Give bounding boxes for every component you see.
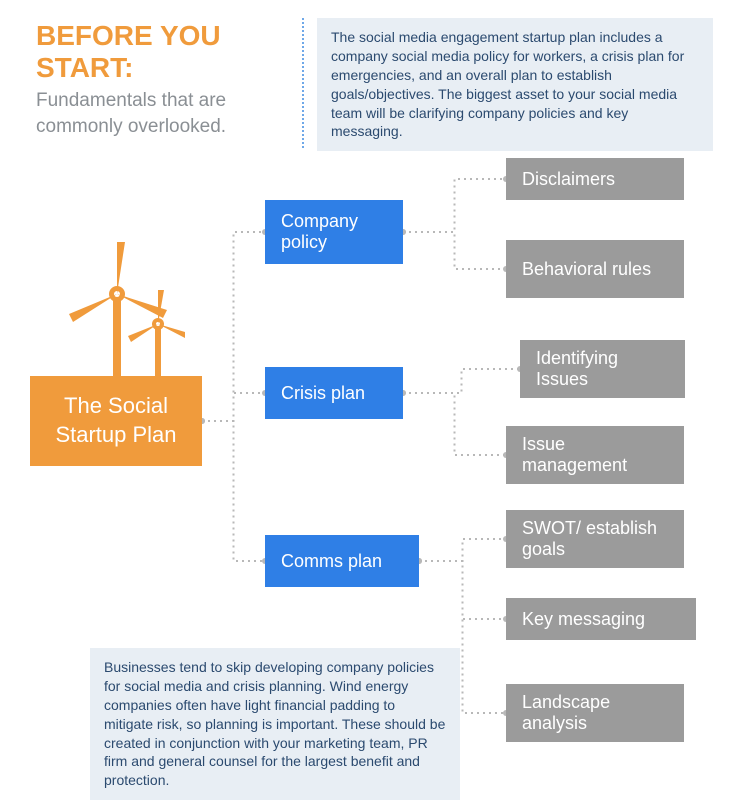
root-node: The Social Startup Plan xyxy=(30,376,202,466)
node-crisis-plan: Crisis plan xyxy=(265,367,403,419)
page-subtitle: Fundamentals that are commonly overlooke… xyxy=(36,88,286,139)
info-box-top: The social media engagement startup plan… xyxy=(317,18,713,151)
node-comms-plan: Comms plan xyxy=(265,535,419,587)
leaf-identifying-issues: Identifying Issues xyxy=(520,340,685,398)
node-company-policy: Company policy xyxy=(265,200,403,264)
leaf-swot-goals: SWOT/ establish goals xyxy=(506,510,684,568)
page-title: BEFORE YOU START: xyxy=(36,20,286,84)
leaf-behavioral-rules: Behavioral rules xyxy=(506,240,684,298)
wind-turbine-icon xyxy=(55,238,185,381)
header-divider xyxy=(302,18,304,148)
leaf-disclaimers: Disclaimers xyxy=(506,158,684,200)
leaf-key-messaging: Key messaging xyxy=(506,598,696,640)
info-box-bottom: Businesses tend to skip developing compa… xyxy=(90,648,460,800)
header-block: BEFORE YOU START: Fundamentals that are … xyxy=(36,20,286,140)
leaf-issue-management: Issue management xyxy=(506,426,684,484)
leaf-landscape-analysis: Landscape analysis xyxy=(506,684,684,742)
